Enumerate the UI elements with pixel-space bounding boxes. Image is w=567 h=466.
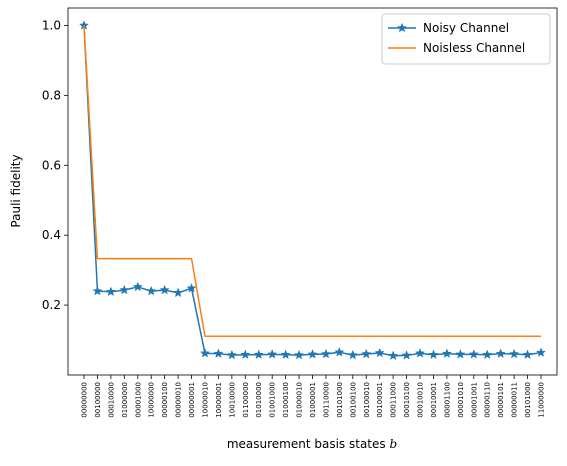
x-tick-label: 00010000 [107, 382, 115, 418]
data-point [401, 350, 412, 360]
x-tick-label: 00100010 [363, 382, 371, 418]
data-point [213, 348, 224, 358]
x-axis-label-text: measurement basis states [227, 437, 390, 451]
data-point [307, 349, 318, 359]
data-point [374, 347, 385, 358]
x-tick-label: 00000110 [484, 382, 492, 418]
x-tick-label: 00011000 [390, 382, 398, 418]
legend-label-noiseless: Noisless Channel [423, 41, 525, 55]
data-point [199, 348, 211, 358]
data-point [347, 349, 358, 360]
data-point [428, 349, 439, 360]
y-tick-label: 0.6 [42, 158, 61, 172]
x-tick-label: 00001100 [443, 382, 451, 418]
x-tick-label: 01001000 [269, 382, 277, 418]
data-point [173, 287, 184, 298]
y-tick-label: 0.4 [42, 228, 61, 242]
data-point [240, 349, 251, 360]
series-layer [78, 20, 547, 361]
series-noisy [78, 20, 547, 361]
x-tick-label: 01000010 [296, 382, 304, 418]
series-noiseless [83, 25, 541, 337]
x-tick-label: 01010000 [255, 382, 263, 418]
x-tick-label: 00001001 [470, 382, 478, 418]
legend-box [381, 13, 551, 65]
data-point [535, 347, 547, 357]
x-tick-label: 00000010 [175, 382, 183, 418]
x-tick-label: 00110000 [322, 382, 330, 418]
y-tick-label: 0.8 [42, 88, 61, 102]
data-point [361, 348, 372, 359]
series-line [83, 25, 541, 337]
y-axis: 0.2 0.4 0.6 0.8 1.0 [42, 18, 68, 312]
x-tick-label: 11000000 [538, 382, 546, 418]
x-tick-label: 00101000 [336, 382, 344, 418]
data-point [226, 349, 237, 360]
x-tick-label: 00100000 [94, 382, 102, 418]
data-point [132, 281, 143, 292]
data-point [468, 349, 479, 359]
x-tick-label: 01000001 [309, 382, 317, 418]
data-point [388, 350, 399, 361]
data-point [482, 349, 493, 360]
data-point [146, 285, 157, 296]
x-tick-label: 00010001 [430, 382, 438, 418]
data-point [414, 348, 426, 358]
plot-frame [67, 7, 558, 376]
y-tick-label: 1.0 [42, 18, 61, 32]
x-tick-label: 00001010 [457, 382, 465, 418]
x-tick-label: 01000100 [282, 382, 290, 418]
data-point [522, 349, 533, 360]
x-tick-label: 00010010 [417, 382, 425, 418]
x-tick-label: 10000001 [215, 382, 223, 418]
x-tick-label: 00000101 [497, 382, 505, 418]
legend-marker-noisy [396, 22, 408, 33]
data-point [280, 349, 291, 360]
legend: Noisy Channel Noisless Channel [381, 13, 551, 65]
data-point [509, 348, 520, 359]
data-point [119, 284, 130, 295]
x-tick-label: 10000010 [201, 382, 209, 418]
x-tick-label: 00100100 [349, 382, 357, 418]
x-axis-label: measurement basis states b [227, 437, 397, 451]
x-tick-label: 10000000 [148, 382, 156, 418]
data-point [186, 283, 197, 293]
x-tick-label: 00000000 [81, 382, 89, 418]
x-tick-label: 00000011 [511, 382, 519, 418]
x-tick-label: 00000100 [161, 382, 169, 418]
y-axis-label: Pauli fidelity [9, 154, 23, 227]
y-tick-label: 0.2 [42, 298, 61, 312]
data-point [334, 346, 345, 357]
data-point [267, 349, 278, 359]
data-point [105, 286, 116, 297]
data-point [159, 284, 170, 295]
data-point [92, 285, 103, 296]
x-tick-label: 00001000 [134, 382, 142, 418]
data-point [320, 348, 331, 359]
x-axis-label-math: b [389, 437, 397, 451]
data-point [495, 348, 506, 358]
x-tick-label: 00100001 [376, 382, 384, 418]
data-point [441, 348, 452, 358]
x-tick-label: 01000000 [121, 382, 129, 418]
data-point [294, 349, 305, 360]
x-axis: 00000000 00100000 00010000 01000000 00001000… [81, 375, 546, 418]
x-tick-label: 00101000 [524, 382, 532, 418]
legend-label-noisy: Noisy Channel [423, 21, 509, 35]
x-tick-label: 10010000 [228, 382, 236, 418]
x-tick-label: 01100000 [242, 382, 250, 418]
data-point [455, 349, 466, 359]
data-point [253, 349, 264, 360]
x-tick-label: 00000001 [188, 382, 196, 418]
x-tick-label: 00010100 [403, 382, 411, 418]
